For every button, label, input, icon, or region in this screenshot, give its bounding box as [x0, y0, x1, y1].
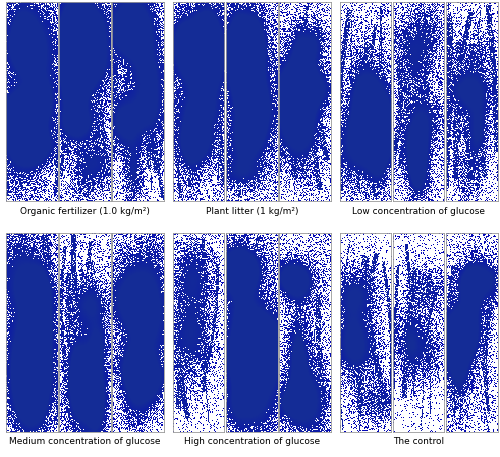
- Text: High concentration of glucose: High concentration of glucose: [184, 437, 320, 446]
- Text: Organic fertilizer (1.0 kg/m²): Organic fertilizer (1.0 kg/m²): [20, 207, 150, 216]
- Text: Low concentration of glucose: Low concentration of glucose: [352, 207, 485, 216]
- Text: Plant litter (1 kg/m²): Plant litter (1 kg/m²): [206, 207, 298, 216]
- Text: Medium concentration of glucose: Medium concentration of glucose: [9, 437, 160, 446]
- Text: The control: The control: [393, 437, 444, 446]
